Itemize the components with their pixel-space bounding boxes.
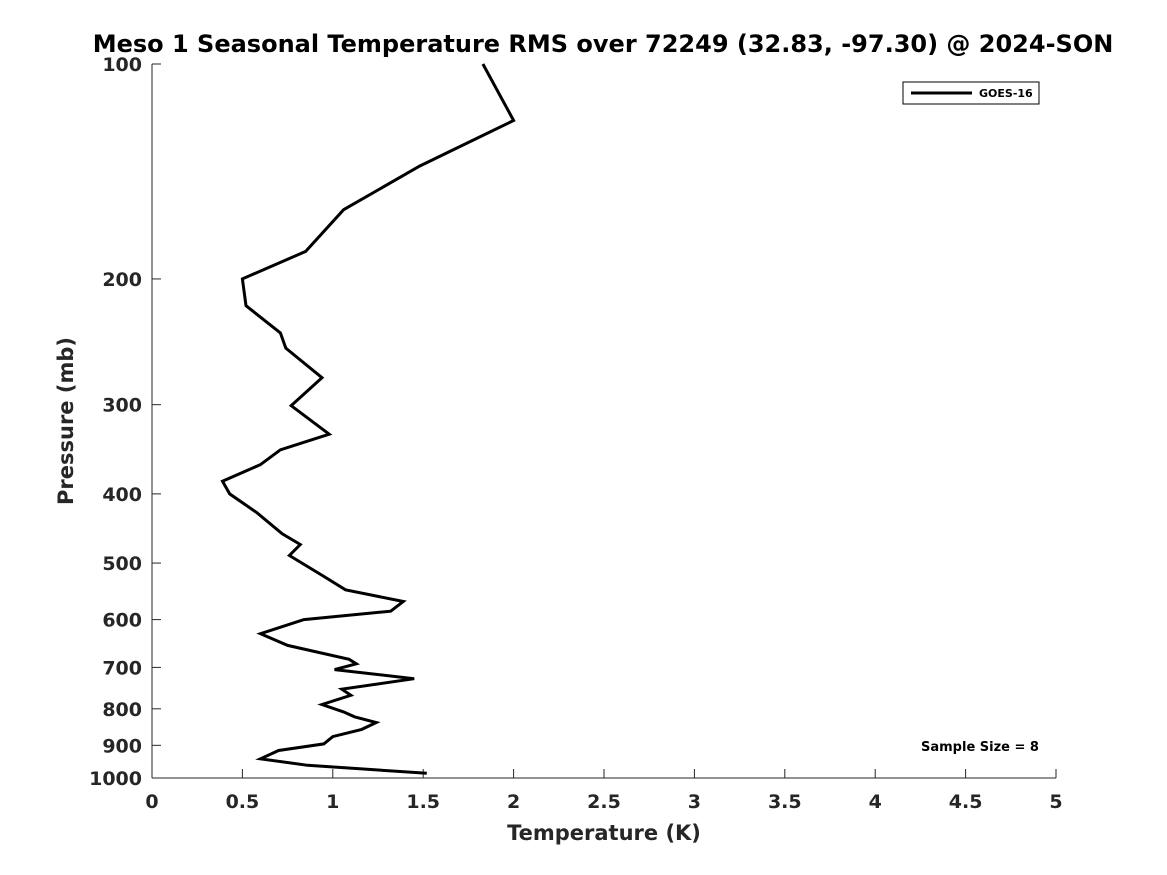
x-tick-label: 1 xyxy=(326,791,339,813)
x-axis: 0 0.5 1 1.5 2 2.5 3 3.5 4 4.5 5 xyxy=(145,769,1063,813)
series-layer xyxy=(220,63,516,775)
y-tick-label: 700 xyxy=(102,657,142,679)
legend-label-goes-16: GOES-16 xyxy=(979,87,1033,100)
x-tick-label: 5 xyxy=(1049,791,1062,813)
y-axis: 100 200 300 400 500 600 700 800 900 1000 xyxy=(89,54,161,790)
chart-title: Meso 1 Seasonal Temperature RMS over 722… xyxy=(93,30,1114,58)
y-tick-label: 600 xyxy=(102,610,142,632)
y-tick-label: 800 xyxy=(102,699,142,721)
y-tick-label: 400 xyxy=(102,484,142,506)
legend: GOES-16 xyxy=(902,81,1040,105)
series-line-goes-16 xyxy=(220,63,516,775)
x-tick-label: 4 xyxy=(869,791,882,813)
x-tick-label: 3 xyxy=(688,791,701,813)
x-tick-label: 4.5 xyxy=(949,791,983,813)
y-axis-label: Pressure (mb) xyxy=(54,337,78,505)
x-tick-label: 2 xyxy=(507,791,520,813)
y-tick-label: 500 xyxy=(102,553,142,575)
x-tick-label: 3.5 xyxy=(768,791,802,813)
y-tick-label: 900 xyxy=(102,735,142,757)
x-tick-label: 1.5 xyxy=(406,791,440,813)
x-tick-label: 0 xyxy=(145,791,158,813)
x-axis-label: Temperature (K) xyxy=(507,821,701,845)
sample-size-annotation: Sample Size = 8 xyxy=(921,740,1039,755)
y-tick-label: 300 xyxy=(102,395,142,417)
y-tick-label: 1000 xyxy=(89,768,142,790)
x-tick-label: 0.5 xyxy=(226,791,260,813)
y-tick-label: 200 xyxy=(102,269,142,291)
y-tick-label: 100 xyxy=(102,54,142,76)
x-tick-label: 2.5 xyxy=(587,791,621,813)
